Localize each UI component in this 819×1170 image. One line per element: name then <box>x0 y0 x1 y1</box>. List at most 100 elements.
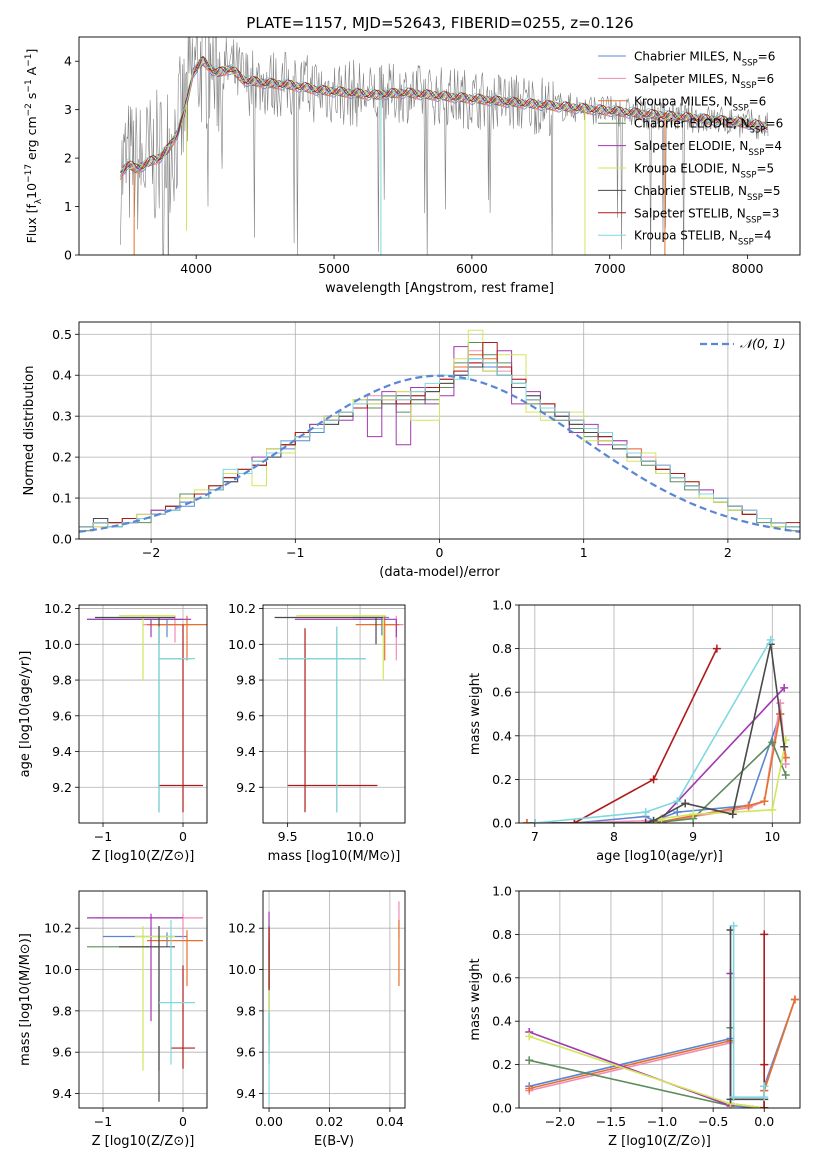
series-marker <box>768 738 777 747</box>
spectrum-plot-area <box>120 37 769 255</box>
axes-frame <box>518 890 801 1109</box>
series-marker <box>525 1084 534 1093</box>
series-line <box>732 925 766 1098</box>
series-marker <box>525 1032 534 1041</box>
axes-frame <box>262 890 406 1109</box>
series-marker <box>641 819 650 823</box>
y-label-part: Flux [f <box>24 204 39 244</box>
y-tick-label: 1.0 <box>492 598 512 613</box>
y-tick-label: 0 <box>64 248 72 263</box>
series-marker <box>760 1082 769 1091</box>
y-tick-label: 9.8 <box>52 1003 72 1018</box>
legend-entry: 𝒩(0, 1) <box>740 336 786 351</box>
age_vs_Z-plot-area <box>87 615 207 813</box>
series-line <box>534 740 787 823</box>
x-tick-label: 0.0 <box>754 1114 774 1129</box>
legend-sub: SSP <box>742 59 758 69</box>
legend-tail: =5 <box>756 162 774 176</box>
x-tick-label: 0 <box>179 829 187 844</box>
legend-tail: =3 <box>762 206 780 220</box>
age_vs_mass-panel: 9.5 10.0 9.2 9.4 9.6 9.8 10.0 10.2 mass [log10(M… <box>228 601 406 864</box>
legend-text: Kroupa STELIB, N <box>634 229 738 243</box>
series-marker <box>776 699 785 708</box>
y-label-part: −17 <box>24 164 34 183</box>
model-spectrum-line <box>120 55 768 176</box>
x-tick-label: 8000 <box>732 261 764 276</box>
axes-frame <box>518 604 801 824</box>
series-marker <box>781 771 790 780</box>
legend-text: Kroupa MILES, N <box>634 94 733 108</box>
y-axis-label: mass [log10(M/M⊙)] <box>18 933 33 1066</box>
series-marker <box>760 1093 769 1102</box>
x-tick-label: 9.5 <box>278 829 298 844</box>
series-marker <box>681 799 690 808</box>
y-tick-label: 0.8 <box>492 927 512 942</box>
series-marker <box>525 1056 534 1065</box>
y-label-part: λ <box>34 198 44 204</box>
y-label-part: 10 <box>24 183 39 199</box>
mass_vs_EBV-plot-area <box>268 901 400 1104</box>
series-marker <box>712 644 721 653</box>
y-label-part: erg cm <box>24 116 39 164</box>
x-tick-label: 0 <box>436 545 444 560</box>
series-marker <box>530 819 539 823</box>
series-marker <box>728 810 737 819</box>
series-marker <box>760 930 769 939</box>
series-marker <box>744 801 753 810</box>
x-tick-label: −1 <box>94 1114 112 1129</box>
y-tick-label: 9.6 <box>236 708 256 723</box>
y-tick-label: 9.4 <box>236 1086 256 1101</box>
x-tick-label: 8 <box>610 829 618 844</box>
y-tick-label: 0.2 <box>492 772 512 787</box>
legend-entry: Salpeter MILES, NSSP=6 <box>634 72 774 91</box>
legend-sub: SSP <box>747 193 763 203</box>
legend-sub: SSP <box>741 81 757 91</box>
x-axis-label: wavelength [Angstrom, rest frame] <box>325 281 554 296</box>
y-label-part: ] <box>24 49 39 54</box>
residuals-panel: −2 −1 0 1 2 0.0 0.1 0.2 0.3 0.4 0.5 (data-model)/er… <box>22 321 801 580</box>
x-tick-label: 0 <box>179 1114 187 1129</box>
series-marker <box>570 819 579 823</box>
y-label-part: −2 <box>24 103 34 116</box>
series-marker <box>760 1060 769 1069</box>
series-marker <box>766 635 775 644</box>
legend-text: Chabrier ELODIE, N <box>634 117 750 131</box>
x-tick-label: −1.0 <box>647 1114 677 1129</box>
legend-tail: =6 <box>766 117 784 131</box>
legend-text: Salpeter STELIB, N <box>634 206 746 220</box>
x-axis-label: Z [log10(Z/Z⊙)] <box>92 849 195 864</box>
x-tick-label: 0.02 <box>316 1114 344 1129</box>
legend-entry: Kroupa ELODIE, NSSP=5 <box>634 162 774 181</box>
x-tick-label: −1 <box>94 829 112 844</box>
normal-curve-line <box>79 374 800 533</box>
series-marker <box>641 808 650 817</box>
mass_weight_vs_age-panel: 7 8 9 10 0.0 0.2 0.4 0.6 0.8 1.0 age [log10(age/yr… <box>468 598 801 864</box>
age_vs_mass-plot-area <box>274 615 404 813</box>
y-axis-label: mass weight <box>468 673 483 755</box>
histogram-step-line <box>79 358 800 539</box>
y-label-part: −1 <box>24 79 34 92</box>
model-spectrum-line <box>120 62 768 181</box>
legend-entry: Chabrier MILES, NSSP=6 <box>634 50 775 69</box>
y-tick-label: 0.4 <box>52 368 72 383</box>
y-tick-label: 0.6 <box>492 970 512 985</box>
y-tick-label: 1.0 <box>492 884 512 899</box>
legend-sub: SSP <box>746 215 762 225</box>
mass_vs_Z-panel: −1 0 9.4 9.6 9.8 10.0 10.2 Z [log10(Z/Z⊙)] mass … <box>18 890 208 1149</box>
x-tick-label: 1 <box>580 545 588 560</box>
series-line <box>534 639 772 823</box>
y-tick-label: 0.8 <box>492 641 512 656</box>
x-axis-label: age [log10(age/yr)] <box>596 849 723 864</box>
legend-entry: Kroupa STELIB, NSSP=4 <box>634 229 772 248</box>
x-tick-label: 0.00 <box>255 1114 283 1129</box>
x-tick-label: 7 <box>531 829 539 844</box>
y-tick-label: 9.4 <box>52 1086 72 1101</box>
y-tick-label: 9.8 <box>236 673 256 688</box>
axes-frame <box>78 36 801 256</box>
x-axis-label: Z [log10(Z/Z⊙)] <box>608 1134 711 1149</box>
series-marker <box>780 742 789 751</box>
x-axis-label: (data-model)/error <box>379 565 500 580</box>
y-tick-label: 9.8 <box>236 1003 256 1018</box>
